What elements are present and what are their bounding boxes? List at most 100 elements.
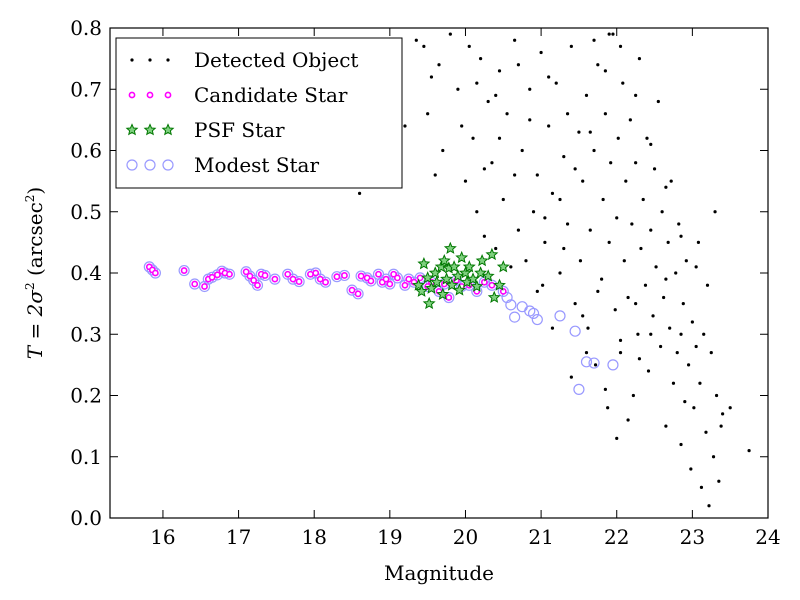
modest-star-point [251,279,264,291]
legend-marker [162,159,174,171]
detected-object-point [601,197,605,202]
detected-object-point [649,142,653,146]
detected-object-point [656,99,660,104]
detected-object-point [747,449,751,453]
detected-object-point [607,32,611,36]
y-tick-label: 0.8 [70,16,102,40]
detected-object-point [626,295,630,300]
modest-star-point [580,356,593,368]
candidate-star-point [382,275,390,283]
candidate-star-point [254,281,261,289]
detected-object-point [686,363,691,367]
detected-object-point [645,136,649,140]
modest-star-point [178,264,190,277]
detected-object-point [613,308,617,312]
candidate-star-point [246,272,254,280]
detected-object-point [478,57,483,61]
detected-object-point [531,210,536,214]
candidate-star-point [367,277,375,285]
detected-object-point [486,99,490,104]
detected-object-point [441,148,445,153]
psf-star-point [440,272,454,285]
detected-object-point [660,210,664,214]
detected-object-point [600,277,604,281]
legend-item: Candidate Star [128,83,348,107]
psf-star-marks [412,241,510,310]
detected-object-point [611,32,615,36]
detected-object-point [628,118,632,122]
detected-object-point [578,259,583,263]
detected-object-point [603,112,607,116]
detected-object-point [615,216,619,220]
detected-object-point [550,326,555,330]
candidate-star-point [333,273,341,281]
detected-object-point [681,302,685,306]
y-tick-label: 0.0 [70,506,102,530]
detected-object-point [637,357,642,361]
detected-object-point [471,136,475,140]
detected-object-point [494,93,498,97]
y-tick-label: 0.1 [70,445,102,469]
detected-object-point [696,240,701,244]
x-tick-label: 16 [150,525,175,549]
detected-object-point [709,351,713,355]
detected-object-point [554,81,558,85]
modest-star-point [149,267,161,279]
x-tick-label: 22 [604,525,629,549]
detected-object-point [646,369,651,373]
psf-star-point [481,269,495,282]
x-axis-label: Magnitude [384,561,494,585]
detected-object-point [497,69,502,73]
detected-object-point [524,259,528,263]
candidate-star-point [312,269,320,277]
candidate-star-point [394,274,401,282]
modest-star-point [569,325,581,337]
candidate-star-point [316,275,324,283]
detected-object-point [711,455,716,459]
detected-object-point [513,38,517,42]
detected-object-point [414,38,418,42]
detected-object-point [677,222,681,226]
detected-object-point [607,240,611,244]
modest-star-point [388,268,400,280]
detected-object-point [679,234,683,238]
legend-label: Modest Star [194,153,319,177]
candidate-star-point [261,272,269,279]
detected-object-point [679,332,683,336]
detected-object-point [592,38,596,42]
detected-object-point [535,289,539,293]
detected-object-point [482,234,486,238]
detected-object-point [543,216,547,220]
candidate-star-point [151,269,159,277]
modest-star-point [352,288,364,300]
candidate-star-point [390,270,398,278]
detected-object-point [698,381,702,385]
psf-star-point [452,283,466,296]
y-axis-ticks: 0.0 0.1 0.2 0.3 0.4 0.5 0.6 0.7 0.8 [70,16,768,530]
detected-object-point [649,332,653,336]
psf-star-point [493,278,506,291]
legend-marker [148,58,152,62]
modest-star-point [269,273,281,285]
detected-object-point [643,283,648,287]
detected-object-point [490,161,494,165]
detected-object-point [699,485,704,489]
legend-label: PSF Star [194,118,285,142]
detected-object-point [649,228,653,232]
candidate-star-point [354,290,362,298]
detected-object-point [456,87,460,91]
detected-object-point [596,289,600,293]
legend-marker [144,159,156,171]
detected-object-point [631,393,635,398]
detected-object-point [641,197,645,202]
candidate-star-point [226,270,233,278]
candidate-star-point [250,276,258,284]
modest-star-point [346,284,358,296]
legend-marker [146,91,154,99]
detected-object-point [664,277,668,281]
detected-object-point [622,259,626,263]
detected-object-point [562,246,566,251]
detected-object-point [528,118,532,122]
psf-star-point [424,281,438,294]
